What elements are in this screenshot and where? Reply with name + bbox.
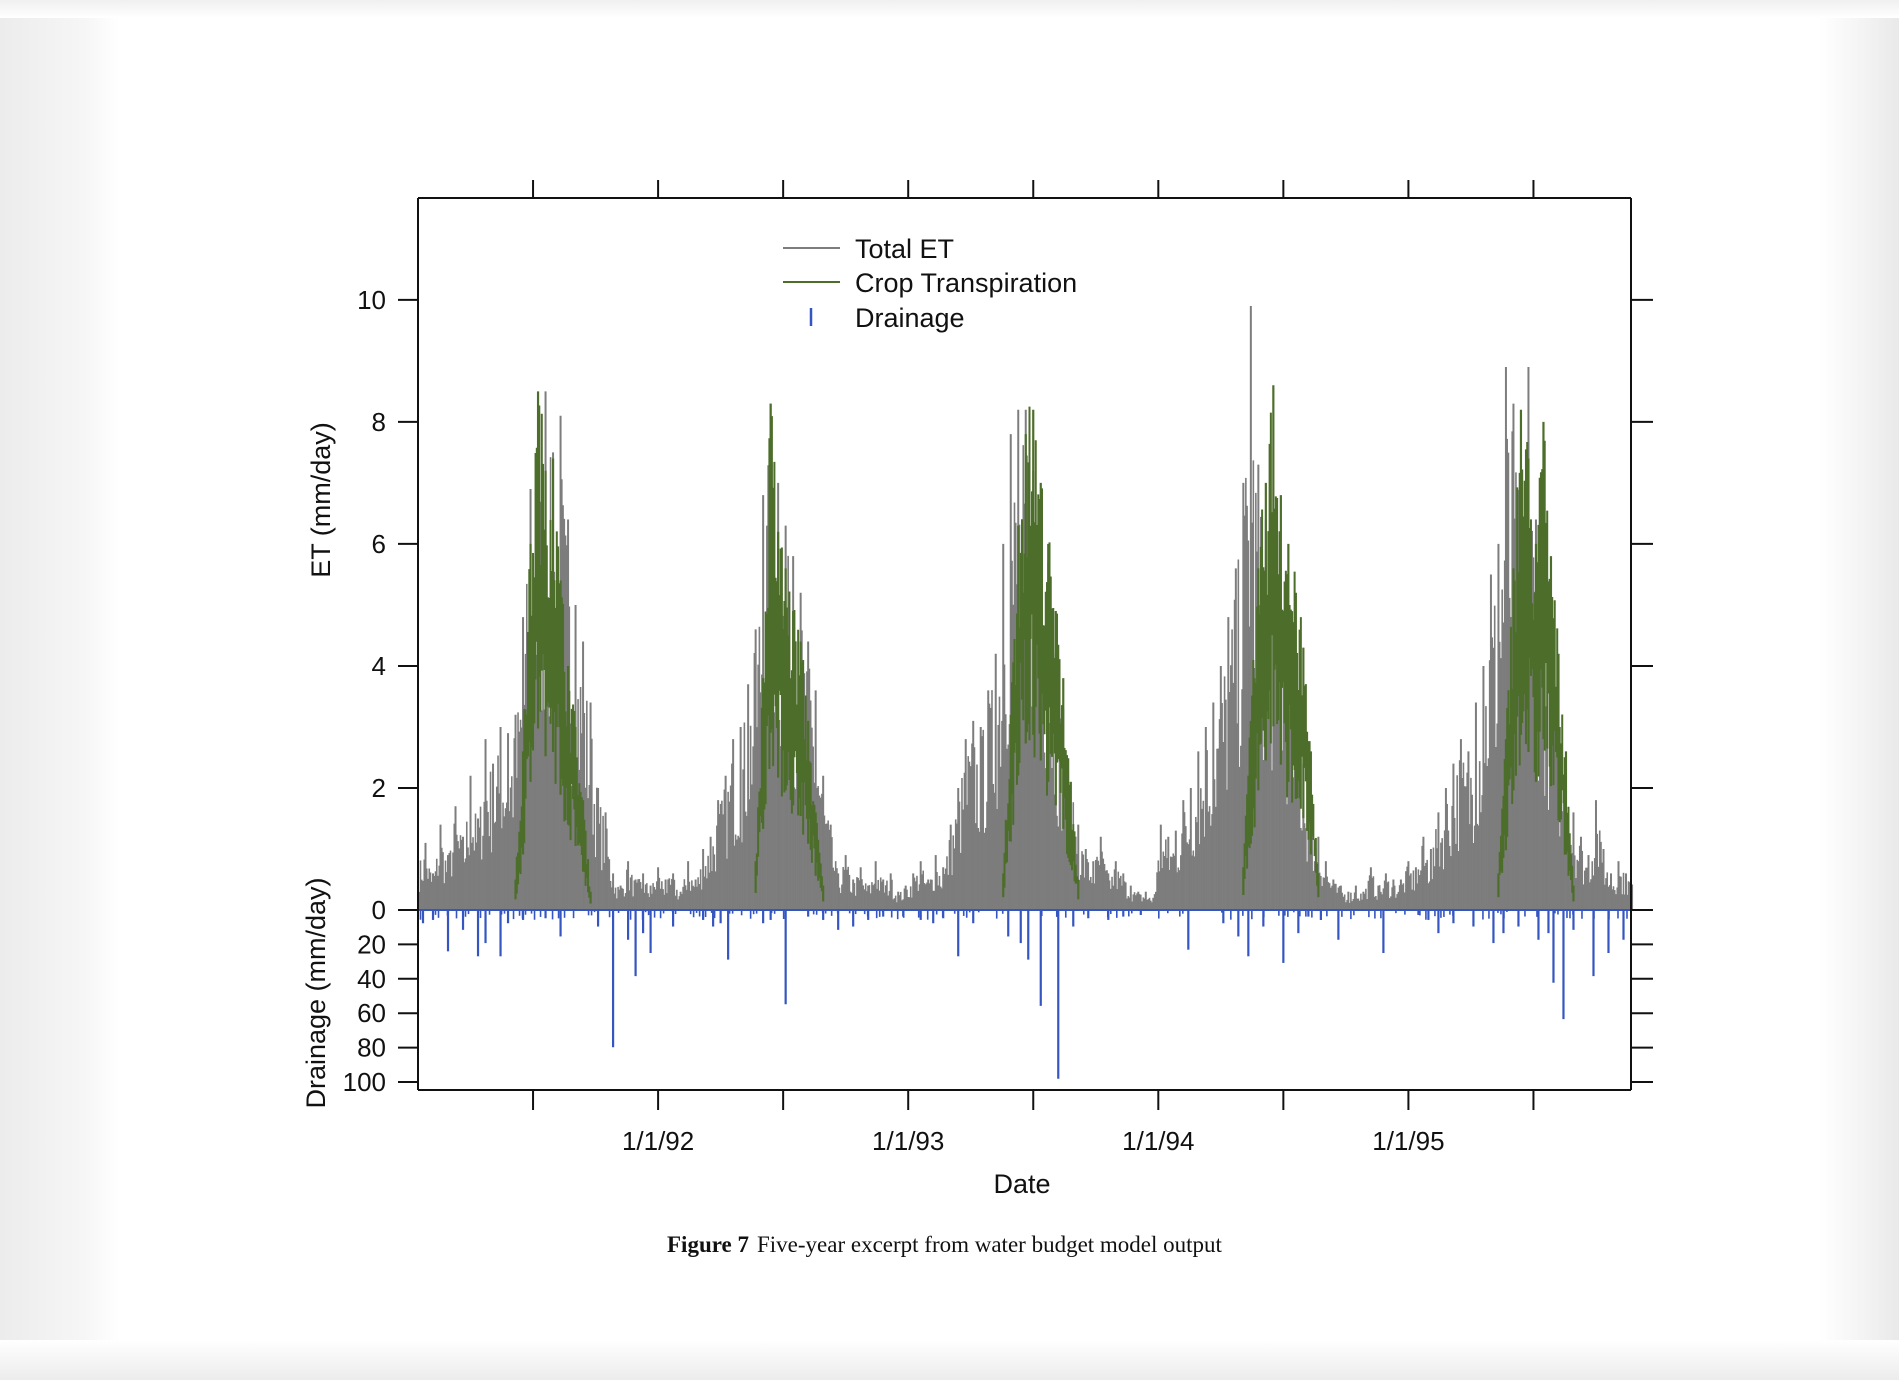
drainage-tick-label: 20 xyxy=(357,929,386,959)
et-tick-label: 4 xyxy=(372,651,386,681)
x-tick-label: 1/1/93 xyxy=(872,1126,944,1156)
et-axis-title: ET (mm/day) xyxy=(306,422,336,578)
x-tick-label: 1/1/95 xyxy=(1372,1126,1444,1156)
figure-caption: Figure 7 Five-year excerpt from water bud… xyxy=(667,1232,1222,1258)
figure-caption-text: Five-year excerpt from water budget mode… xyxy=(756,1232,1222,1257)
drainage-tick-label: 40 xyxy=(357,964,386,994)
figure-caption-label: Figure 7 xyxy=(667,1232,749,1257)
legend-drainage-label: Drainage xyxy=(855,303,965,333)
series-layer xyxy=(417,305,1634,1079)
scan-margin-left xyxy=(0,0,120,1380)
legend: Total ET Crop Transpiration Drainage xyxy=(783,234,1077,333)
legend-crop-transpiration-label: Crop Transpiration xyxy=(855,268,1077,298)
et-tick-label: 6 xyxy=(372,529,386,559)
x-axis-title: Date xyxy=(993,1169,1050,1199)
legend-total-et-label: Total ET xyxy=(855,234,954,264)
drainage-tick-label: 60 xyxy=(357,998,386,1028)
drainage-tick-label: 100 xyxy=(343,1067,386,1097)
et-tick-label: 10 xyxy=(357,285,386,315)
scan-margin-bottom xyxy=(0,1340,1899,1380)
et-tick-label: 8 xyxy=(372,407,386,437)
drainage-tick-label: 80 xyxy=(357,1033,386,1063)
x-tick-label: 1/1/92 xyxy=(622,1126,694,1156)
crop-transpiration-series xyxy=(514,385,1575,904)
scan-margin-top xyxy=(0,0,1899,18)
drainage-axis-title: Drainage (mm/day) xyxy=(301,877,331,1108)
x-tick-label: 1/1/94 xyxy=(1122,1126,1194,1156)
et-tick-label: 2 xyxy=(372,773,386,803)
drainage-tick-label: 0 xyxy=(372,895,386,925)
scan-margin-right xyxy=(1819,0,1899,1380)
drainage-series xyxy=(419,910,1628,1079)
